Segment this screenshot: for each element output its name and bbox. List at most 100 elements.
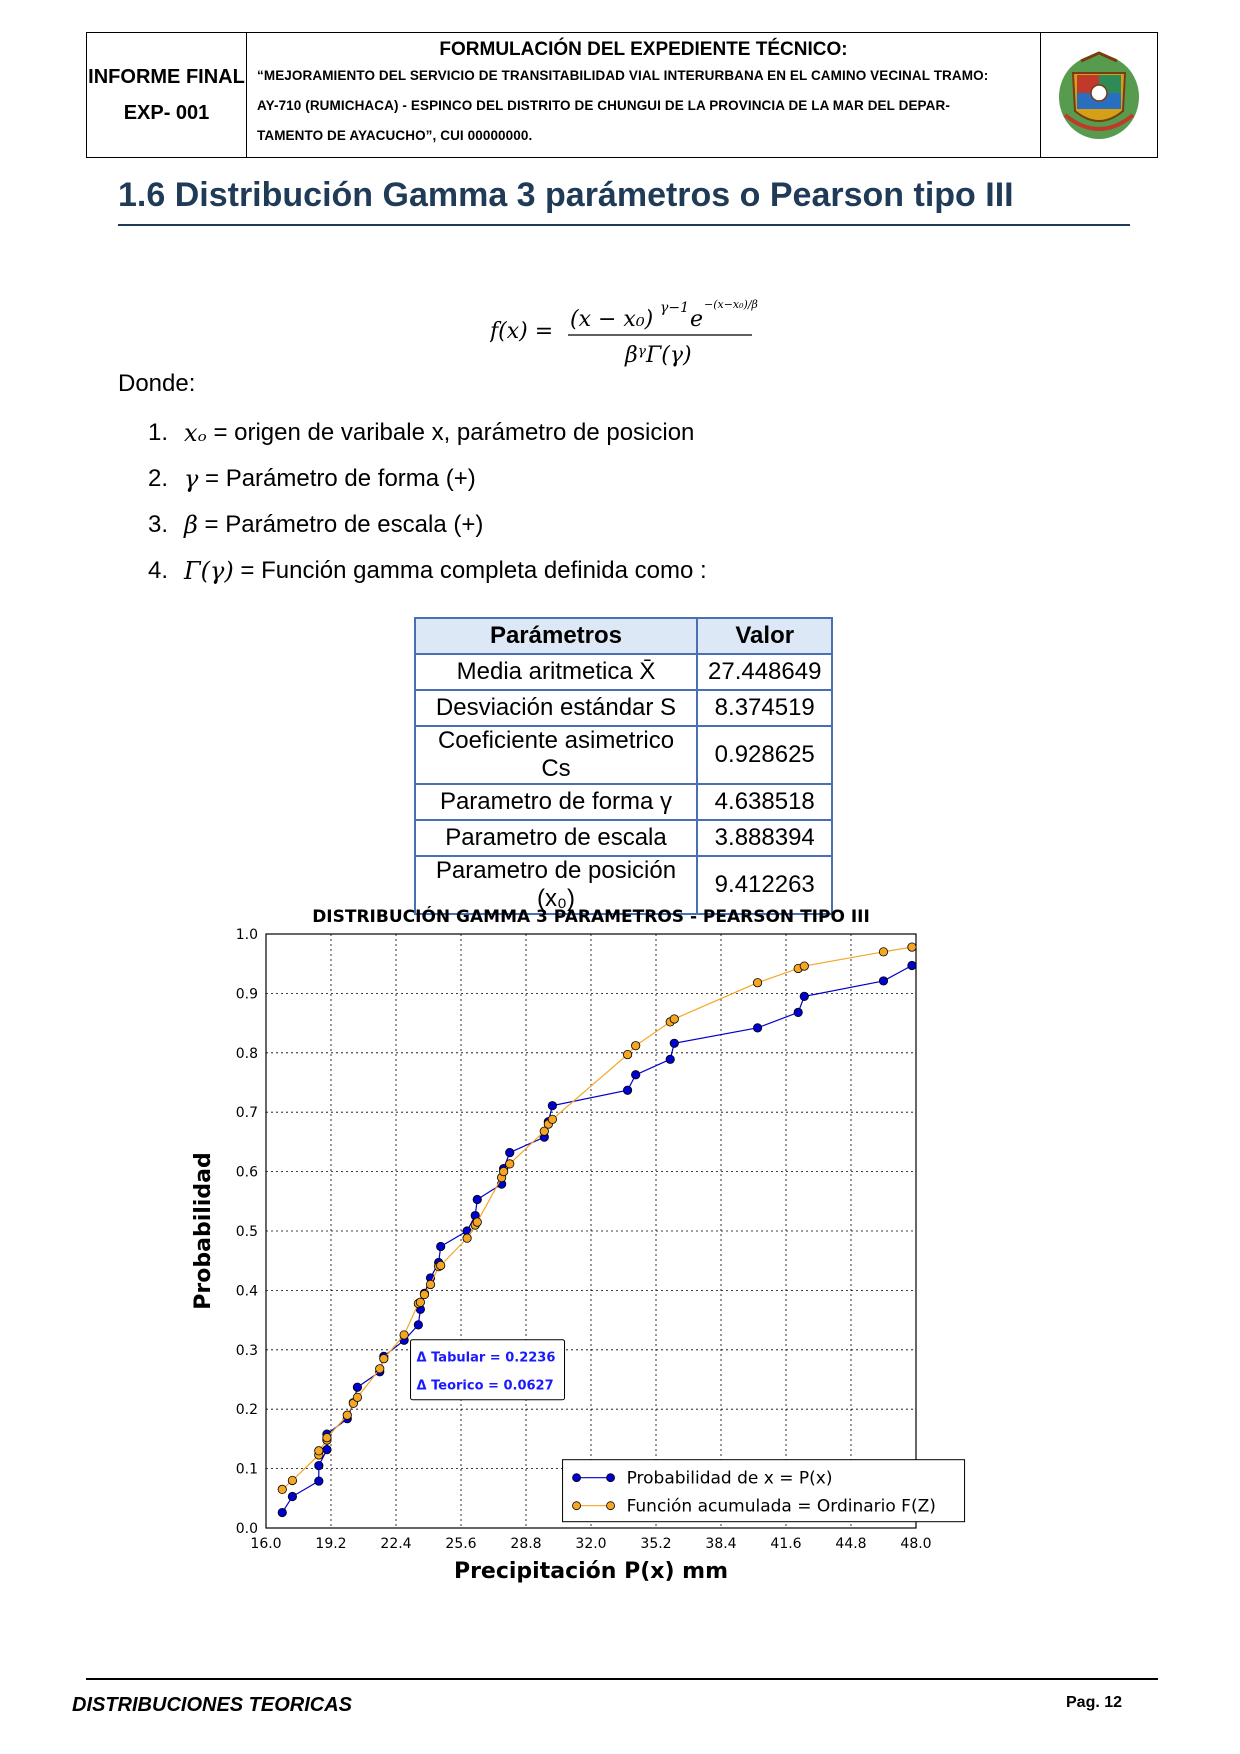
page-number: Pag. 12 bbox=[1066, 1694, 1123, 1711]
series-1-point bbox=[314, 1461, 324, 1471]
series-2-point bbox=[878, 947, 889, 957]
chart-svg: DISTRIBUCIÓN GAMMA 3 PARAMETROS - PEARSO… bbox=[191, 905, 966, 1584]
series-2-point bbox=[436, 1260, 446, 1271]
series-2-point bbox=[547, 1114, 558, 1124]
series-1-point bbox=[322, 1444, 332, 1455]
y-tick-label: 0.3 bbox=[236, 1343, 258, 1359]
gamma-chart: DISTRIBUCIÓN GAMMA 3 PARAMETROS - PEARSO… bbox=[180, 898, 1060, 1633]
series-1-point bbox=[277, 1507, 287, 1518]
series-2-point bbox=[472, 1217, 482, 1227]
list-item: 4. Γ(γ) = Función gamma completa definid… bbox=[148, 557, 707, 585]
formula-exponent: γ−1 bbox=[660, 300, 689, 316]
series-1-point bbox=[547, 1101, 558, 1111]
formula-denominator: βᵞΓ(γ) bbox=[624, 343, 692, 368]
series-1-point bbox=[669, 1038, 679, 1048]
header-valor: Valor bbox=[695, 617, 834, 655]
y-tick-label: 0.0 bbox=[236, 1521, 258, 1537]
footer-section-name: DISTRIBUCIONES TEORICAS bbox=[72, 1694, 353, 1716]
series-2-point bbox=[342, 1410, 352, 1420]
annotation-tabular: Δ Tabular = 0.2236 bbox=[417, 1351, 556, 1366]
series-2-point bbox=[277, 1484, 287, 1494]
legend-box bbox=[562, 1459, 966, 1523]
x-tick-label: 35.2 bbox=[640, 1536, 671, 1552]
series-1-point bbox=[505, 1147, 515, 1158]
series-2-point bbox=[539, 1126, 549, 1136]
list-symbol: xₒ bbox=[184, 419, 207, 447]
chart-title: DISTRIBUCIÓN GAMMA 3 PARAMETROS - PEARSO… bbox=[312, 905, 870, 927]
x-tick-label: 44.8 bbox=[835, 1536, 866, 1552]
legend-label: Probabilidad de x = P(x) bbox=[627, 1469, 833, 1489]
legend-marker bbox=[606, 1473, 615, 1483]
y-axis-label: Probabilidad bbox=[191, 1152, 216, 1309]
table-row: Media aritmetica X̄ 27.448649 bbox=[414, 653, 834, 691]
y-tick-label: 0.5 bbox=[236, 1224, 258, 1240]
series-1-point bbox=[878, 976, 889, 986]
y-tick-label: 0.8 bbox=[236, 1046, 258, 1062]
legend-marker bbox=[572, 1501, 581, 1511]
series-2-point bbox=[669, 1014, 679, 1024]
x-axis-label: Precipitación P(x) mm bbox=[454, 1559, 728, 1584]
formula-numerator: (x − x₀) bbox=[570, 307, 653, 332]
list-item: 1. xₒ = origen de varibale x, parámetro … bbox=[148, 419, 695, 447]
series-2-point bbox=[419, 1289, 430, 1300]
header-parametros: Parámetros bbox=[414, 617, 698, 655]
series-2-point bbox=[505, 1159, 515, 1169]
project-heading: FORMULACIÓN DEL EXPEDIENTE TÉCNICO: bbox=[439, 39, 848, 60]
x-tick-label: 22.4 bbox=[380, 1536, 411, 1552]
parameters-table: Parámetros Valor Media aritmetica X̄ 27.4… bbox=[414, 617, 834, 915]
series-2-point bbox=[379, 1354, 389, 1364]
formula-e: e bbox=[690, 307, 703, 332]
series-2-point bbox=[415, 1297, 425, 1307]
list-item: 2. γ = Parámetro de forma (+) bbox=[148, 465, 476, 493]
series-1-point bbox=[436, 1241, 446, 1252]
series-2-point bbox=[399, 1330, 409, 1340]
series-1-point bbox=[413, 1320, 423, 1330]
list-symbol: γ bbox=[184, 465, 199, 493]
x-tick-label: 38.4 bbox=[705, 1536, 736, 1552]
series-2-point bbox=[752, 978, 763, 988]
exp-number: EXP- 001 bbox=[123, 102, 210, 124]
project-line-1: “MEJORAMIENTO DEL SERVICIO DE TRANSITABI… bbox=[257, 68, 989, 83]
x-tick-label: 16.0 bbox=[250, 1536, 281, 1552]
gamma-formula: f(x) = (x − x₀) γ−1 e −(x−x₀)/β βᵞΓ(γ) bbox=[488, 288, 770, 374]
series-2-point bbox=[799, 961, 809, 971]
y-tick-label: 0.4 bbox=[236, 1283, 258, 1299]
footer-divider bbox=[86, 1678, 1158, 1680]
series-1-point bbox=[907, 960, 917, 971]
x-tick-label: 19.2 bbox=[315, 1536, 346, 1552]
table-row: Parametro de escala 3.888394 bbox=[414, 819, 834, 857]
series-2-point bbox=[287, 1475, 298, 1486]
section-title: 1.6 Distribución Gamma 3 parámetros o Pe… bbox=[118, 176, 1014, 214]
coat-of-arms-logo bbox=[1041, 33, 1157, 157]
report-id: INFORME FINAL EXP- 001 bbox=[87, 33, 247, 157]
table-row: Desviación estándar S 8.374519 bbox=[414, 689, 834, 727]
legend-marker bbox=[606, 1501, 615, 1511]
series-1-point bbox=[352, 1382, 363, 1392]
list-item: 3. β = Parámetro de escala (+) bbox=[148, 511, 484, 539]
series-1-point bbox=[752, 1023, 763, 1033]
annotation-box bbox=[410, 1339, 566, 1401]
y-tick-label: 0.9 bbox=[236, 986, 258, 1002]
list-text: = Parámetro de escala (+) bbox=[204, 511, 484, 538]
formula-exponent-2: −(x−x₀)/β bbox=[704, 298, 758, 311]
report-label: INFORME FINAL bbox=[88, 66, 245, 88]
legend-marker bbox=[572, 1473, 581, 1483]
project-line-2: AY-710 (RUMICHACA) - ESPINCO DEL DISTRIT… bbox=[257, 98, 950, 113]
annotation-teorico: Δ Teorico = 0.0627 bbox=[417, 1379, 554, 1394]
project-line-3: TAMENTO DE AYACUCHO”, CUI 00000000. bbox=[257, 128, 533, 143]
y-tick-label: 0.6 bbox=[236, 1165, 258, 1181]
plot-frame bbox=[265, 933, 917, 1529]
y-tick-label: 0.2 bbox=[236, 1402, 258, 1418]
series-line-1 bbox=[281, 964, 913, 1513]
legend-label: Función acumulada = Ordinario F(Z) bbox=[627, 1497, 936, 1517]
y-tick-label: 0.7 bbox=[236, 1105, 258, 1121]
project-title-block: FORMULACIÓN DEL EXPEDIENTE TÉCNICO: “MEJ… bbox=[247, 33, 1041, 157]
series-2-point bbox=[462, 1233, 472, 1243]
series-2-point bbox=[352, 1392, 363, 1402]
y-tick-label: 1.0 bbox=[236, 927, 258, 943]
table-row: Coeficiente asimetrico Cs 0.928625 bbox=[414, 725, 834, 785]
series-1-point bbox=[622, 1085, 633, 1095]
series-2-point bbox=[314, 1446, 324, 1456]
series-1-point bbox=[314, 1476, 324, 1486]
donde-label: Donde: bbox=[118, 370, 196, 397]
